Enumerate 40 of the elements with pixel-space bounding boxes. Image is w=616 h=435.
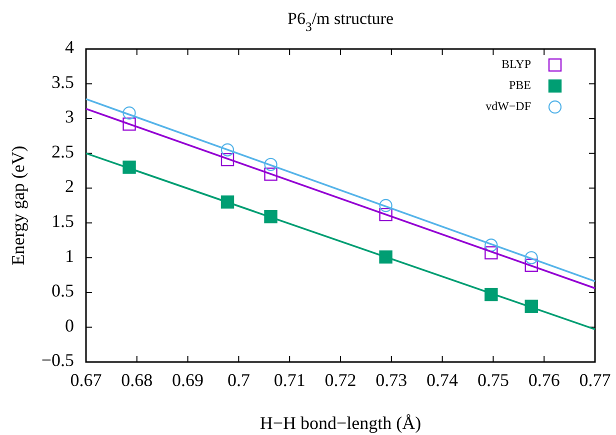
x-tick-label: 0.7	[227, 370, 250, 390]
point	[264, 168, 278, 181]
point	[122, 118, 136, 131]
x-tick-label: 0.72	[324, 370, 356, 390]
point	[220, 152, 234, 166]
x-axis-title: H−H bond−length (Å)	[260, 413, 422, 433]
point	[524, 258, 538, 272]
point	[264, 158, 278, 172]
y-tick-label: 0.5	[52, 280, 74, 301]
y-tick-label: −0.5	[41, 350, 74, 370]
x-tick-label: 0.73	[376, 370, 408, 390]
y-axis-title: Energy gap (eV)	[8, 146, 28, 266]
y-tick-label: 4	[65, 37, 74, 58]
chart-title: P6$_{3}$/m structure	[287, 9, 394, 34]
y-tick-label: 2	[65, 176, 74, 196]
x-tick-label: 0.68	[121, 370, 153, 390]
point	[379, 208, 392, 222]
legend-label: BLYP	[502, 56, 532, 71]
point	[484, 246, 498, 260]
point	[220, 143, 234, 156]
y-tick-label: 0	[65, 315, 74, 336]
y-tick-label: 1.5	[52, 211, 74, 232]
y-tick-label: 3.5	[52, 72, 74, 92]
point	[379, 198, 392, 212]
x-tick-label: 0.76	[528, 370, 560, 390]
y-tick-label: 3	[65, 106, 74, 127]
x-tick-label: 0.75	[477, 370, 509, 390]
x-tick-label: 0.69	[172, 370, 204, 390]
legend-label: vdW−DF	[486, 98, 532, 113]
y-tick-label: 1	[65, 246, 74, 266]
point	[122, 106, 136, 120]
x-tick-label: 0.71	[274, 370, 306, 390]
point	[524, 251, 538, 264]
x-tick-label: 0.77	[579, 370, 611, 390]
point	[122, 160, 136, 174]
point	[484, 238, 498, 252]
legend-label: PBE	[508, 78, 531, 92]
x-tick-label: 0.74	[426, 370, 458, 390]
y-tick-label: 2.5	[52, 141, 74, 162]
x-tick-label: 0.67	[70, 370, 102, 390]
